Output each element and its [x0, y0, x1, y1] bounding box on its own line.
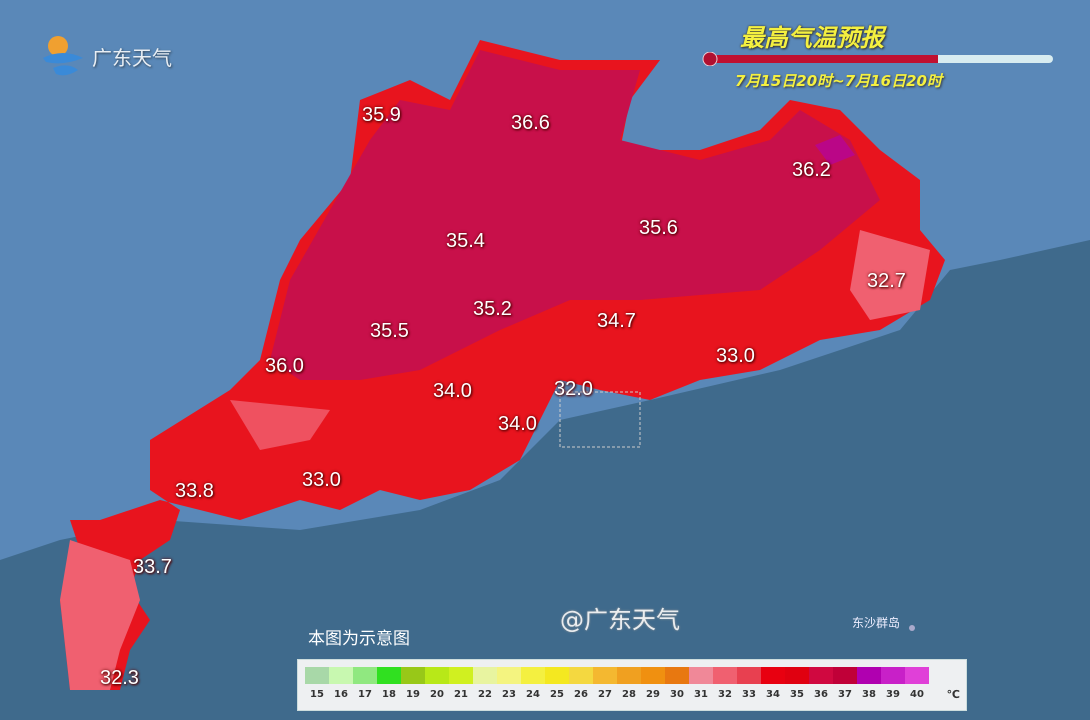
legend-tick: 26 — [574, 689, 588, 700]
logo-icon — [43, 36, 83, 76]
legend-tick: 28 — [622, 689, 636, 700]
color-legend: 15 16 17 18 19 20 21 22 23 24 25 26 27 28 29 30 31 32 33 34… — [297, 659, 967, 711]
temp-label: 35.9 — [362, 104, 401, 126]
legend-swatch — [689, 667, 713, 684]
pink-central-region — [230, 400, 330, 450]
temp-label: 36.6 — [511, 112, 550, 134]
watermark: @广东天气 — [560, 606, 680, 634]
legend-tick: 37 — [838, 689, 852, 700]
legend-swatch — [665, 667, 689, 684]
purple-hotspot — [815, 135, 855, 165]
legend-tick: 33 — [742, 689, 756, 700]
legend-swatch — [449, 667, 473, 684]
legend-swatch — [521, 667, 545, 684]
legend-tick: 32 — [718, 689, 732, 700]
legend-swatch — [857, 667, 881, 684]
hot-core-region — [270, 50, 880, 380]
temp-label: 33.7 — [133, 556, 172, 578]
temp-label: 33.8 — [175, 480, 214, 502]
legend-swatch — [425, 667, 449, 684]
legend-tick: 39 — [886, 689, 900, 700]
legend-tick: 16 — [334, 689, 348, 700]
legend-swatches — [305, 667, 929, 684]
legend-swatch — [329, 667, 353, 684]
temp-label: 36.0 — [265, 355, 304, 377]
legend-swatch — [809, 667, 833, 684]
island-label: 东沙群岛 — [852, 616, 901, 630]
legend-tick: 38 — [862, 689, 876, 700]
legend-swatch — [905, 667, 929, 684]
logo-text: 广东天气 — [92, 46, 172, 70]
temp-label: 32.7 — [867, 270, 906, 292]
legend-tick: 15 — [310, 689, 324, 700]
dongsha-island — [909, 625, 915, 631]
legend-tick: 34 — [766, 689, 780, 700]
temp-label: 35.6 — [639, 217, 678, 239]
legend-swatch — [785, 667, 809, 684]
legend-swatch — [593, 667, 617, 684]
legend-swatch — [305, 667, 329, 684]
temp-label: 33.0 — [716, 345, 755, 367]
legend-swatch — [401, 667, 425, 684]
pink-west-region — [60, 540, 140, 690]
legend-tick: 35 — [790, 689, 804, 700]
legend-tick: 36 — [814, 689, 828, 700]
legend-ticks: 15 16 17 18 19 20 21 22 23 24 25 26 27 28 29 30 31 32 33 34… — [305, 689, 929, 700]
legend-swatch — [641, 667, 665, 684]
legend-swatch — [545, 667, 569, 684]
legend-tick: 17 — [358, 689, 372, 700]
temp-label: 34.0 — [498, 413, 537, 435]
temp-label: 35.4 — [446, 230, 485, 252]
temp-label: 35.5 — [370, 320, 409, 342]
legend-tick: 40 — [910, 689, 924, 700]
legend-tick: 23 — [502, 689, 516, 700]
legend-tick: 20 — [430, 689, 444, 700]
temp-label: 32.0 — [554, 378, 593, 400]
legend-tick: 18 — [382, 689, 396, 700]
legend-swatch — [737, 667, 761, 684]
legend-tick: 25 — [550, 689, 564, 700]
temp-label: 32.3 — [100, 667, 139, 689]
disclaimer-note: 本图为示意图 — [308, 629, 410, 649]
legend-tick: 31 — [694, 689, 708, 700]
legend-swatch — [881, 667, 905, 684]
legend-tick: 19 — [406, 689, 420, 700]
temp-label: 34.0 — [433, 380, 472, 402]
legend-tick: 29 — [646, 689, 660, 700]
legend-swatch — [353, 667, 377, 684]
legend-tick: 30 — [670, 689, 684, 700]
temp-label: 33.0 — [302, 469, 341, 491]
legend-swatch — [617, 667, 641, 684]
temp-label: 35.2 — [473, 298, 512, 320]
pink-east-region — [850, 230, 930, 320]
legend-tick: 22 — [478, 689, 492, 700]
legend-tick: 24 — [526, 689, 540, 700]
hongkong-macau-outline — [559, 391, 641, 448]
forecast-period: 7月15日20时~7月16日20时 — [735, 72, 942, 90]
legend-swatch — [833, 667, 857, 684]
legend-swatch — [713, 667, 737, 684]
thermometer-icon — [702, 52, 1053, 66]
legend-swatch — [569, 667, 593, 684]
legend-tick: 21 — [454, 689, 468, 700]
legend-swatch — [473, 667, 497, 684]
temp-label: 36.2 — [792, 159, 831, 181]
temp-label: 34.7 — [597, 310, 636, 332]
legend-swatch — [377, 667, 401, 684]
legend-tick: 27 — [598, 689, 612, 700]
legend-swatch — [497, 667, 521, 684]
map-title: 最高气温预报 — [740, 24, 884, 52]
legend-swatch — [761, 667, 785, 684]
legend-unit: ℃ — [946, 688, 960, 701]
